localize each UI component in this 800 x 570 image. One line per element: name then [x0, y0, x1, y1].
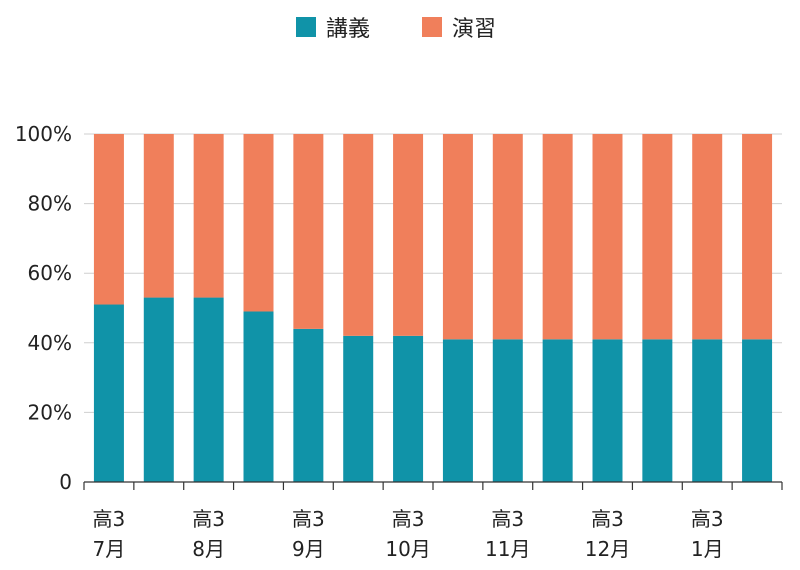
x-tick-label-line2: 8月 — [192, 537, 225, 561]
bar-practice-5 — [293, 134, 324, 329]
x-axis: 高3 7月 高3 8月 高3 9月 高3 10月 高3 11月 高3 12月 高3 1月 — [83, 481, 783, 561]
bar-practice-7 — [393, 134, 424, 336]
bar-practice-6 — [343, 134, 374, 336]
legend-swatch-lecture — [296, 17, 316, 37]
x-tick-label-line1: 高3 — [93, 507, 126, 531]
bar-lecture-4 — [243, 311, 274, 482]
bar-lecture-12 — [642, 339, 673, 482]
bar-lecture-1 — [93, 304, 124, 482]
bar-practice-9 — [492, 134, 523, 340]
bar-lecture-7 — [393, 335, 424, 482]
bar-practice-4 — [243, 134, 274, 312]
legend-label-lecture: 講義 — [326, 17, 370, 42]
bar-lecture-13 — [692, 339, 723, 482]
bar-practice-11 — [592, 134, 623, 340]
x-tick-label-line1: 高3 — [392, 507, 425, 531]
x-tick-label-line1: 高3 — [292, 507, 325, 531]
bar-lecture-8 — [442, 339, 473, 482]
bar-lecture-10 — [542, 339, 573, 482]
legend-swatch-practice — [422, 17, 442, 37]
bar-lecture-2 — [143, 297, 174, 482]
bars — [93, 134, 773, 482]
y-tick-label: 60% — [28, 261, 72, 285]
bar-practice-12 — [642, 134, 673, 340]
legend: 講義 演習 — [296, 17, 496, 42]
y-tick-label: 20% — [28, 400, 72, 424]
bar-practice-14 — [742, 134, 773, 340]
bar-practice-1 — [93, 134, 124, 305]
bar-practice-8 — [442, 134, 473, 340]
y-axis: 0 20% 40% 60% 80% 100% — [15, 122, 72, 494]
x-tick-label-line2: 10月 — [385, 537, 430, 561]
y-tick-label: 40% — [28, 331, 72, 355]
x-tick-label-line2: 9月 — [292, 537, 325, 561]
x-tick-label-line2: 7月 — [93, 537, 126, 561]
x-tick-label-line2: 1月 — [691, 537, 724, 561]
legend-label-practice: 演習 — [452, 17, 496, 42]
x-tick-label-line1: 高3 — [591, 507, 624, 531]
y-tick-label: 80% — [28, 192, 72, 216]
y-tick-label: 100% — [15, 122, 72, 146]
x-tick-label-line2: 11月 — [485, 537, 530, 561]
bar-lecture-6 — [343, 335, 374, 482]
x-tick-label-line1: 高3 — [192, 507, 225, 531]
x-tick-label-line2: 12月 — [585, 537, 630, 561]
bar-lecture-11 — [592, 339, 623, 482]
bar-practice-3 — [193, 134, 224, 298]
y-tick-label: 0 — [59, 470, 72, 494]
bar-practice-2 — [143, 134, 174, 298]
x-tick-label-line1: 高3 — [491, 507, 524, 531]
bar-lecture-9 — [492, 339, 523, 482]
bar-lecture-5 — [293, 328, 324, 482]
grid-lines — [84, 133, 782, 413]
x-tick-label-line1: 高3 — [691, 507, 724, 531]
bar-lecture-14 — [742, 339, 773, 482]
bar-practice-13 — [692, 134, 723, 340]
bar-practice-10 — [542, 134, 573, 340]
bar-lecture-3 — [193, 297, 224, 482]
